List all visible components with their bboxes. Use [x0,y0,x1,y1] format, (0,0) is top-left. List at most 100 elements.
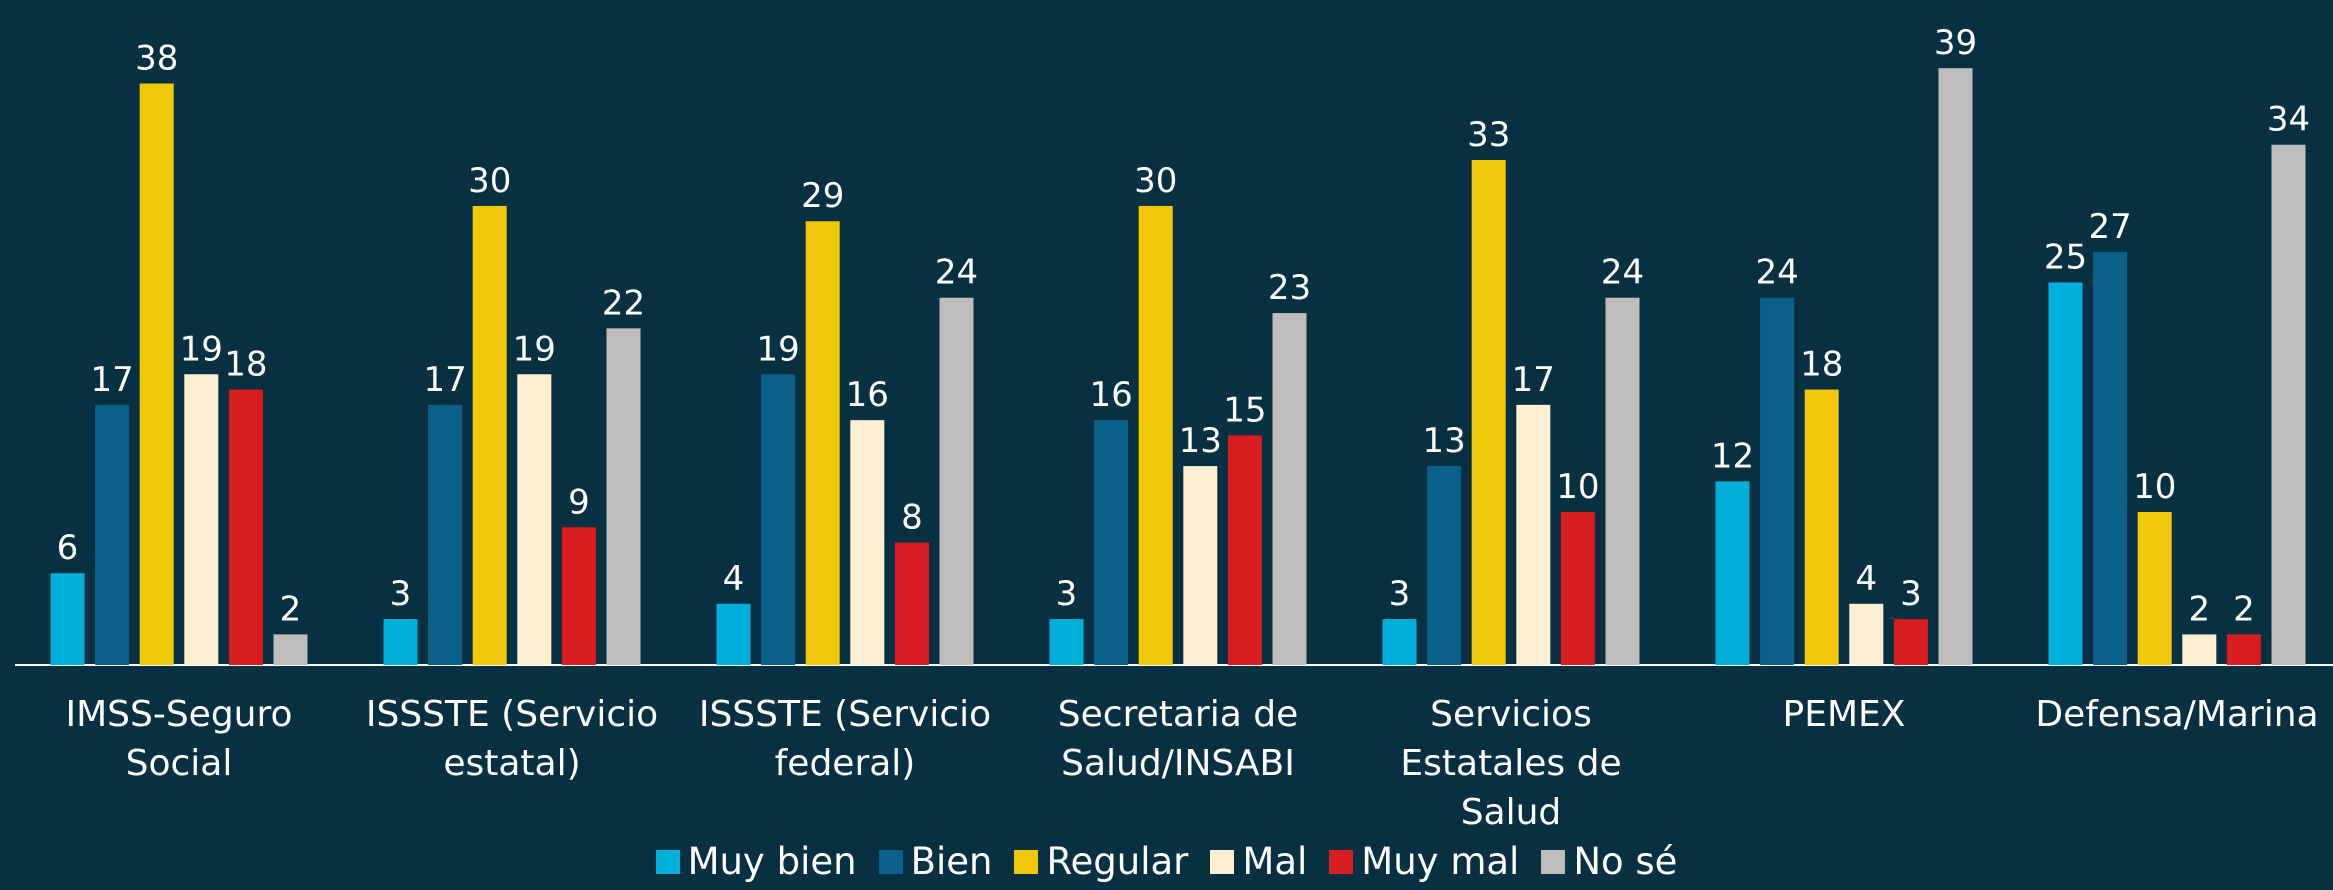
bar [1138,205,1173,665]
value-label: 17 [423,360,466,400]
bar [894,542,929,665]
legend-item: No sé [1541,840,1677,883]
legend-label: Bien [910,840,993,883]
value-label: 4 [1855,559,1877,599]
value-label: 19 [756,329,799,369]
legend-label: Muy bien [687,840,857,883]
bar [939,297,974,665]
bar [2137,511,2172,665]
legend-item: Bien [878,840,993,883]
value-label: 8 [901,498,923,538]
bar [1049,619,1084,665]
value-label: 33 [1467,115,1510,155]
bar [2048,282,2083,665]
value-label: 15 [1223,390,1266,430]
legend-label: Muy mal [1361,840,1520,883]
bar [139,83,174,666]
bar [1804,389,1839,665]
legend-item: Mal [1210,840,1307,883]
legend-label: Regular [1046,840,1189,883]
bar [805,221,840,666]
value-label: 34 [2267,100,2310,140]
bar [383,619,418,665]
bar [2271,144,2306,665]
value-label: 3 [1056,574,1078,614]
bar [1183,466,1218,665]
value-label: 13 [1179,421,1222,461]
value-label: 39 [1934,23,1977,63]
bar [2182,634,2217,665]
bar [1427,466,1462,665]
bar [517,374,552,665]
x-tick-label: ISSSTE (Servicio estatal) [365,694,659,784]
value-label: 18 [224,345,267,385]
legend: Muy bien Bien Regular Mal Muy mal No sé [0,840,2333,883]
x-tick-label: PEMEX [1782,694,1906,735]
bar [184,374,219,665]
value-label: 23 [1268,268,1311,308]
bar [95,404,130,665]
bar [1094,420,1129,665]
x-tick-label: ISSSTE (Servicio federal) [698,694,992,784]
legend-swatch [1014,849,1039,874]
bar [850,420,885,665]
bar [1560,511,1595,665]
value-label: 27 [2088,207,2131,247]
value-label: 19 [180,329,223,369]
legend-swatch [655,849,680,874]
legend-item: Regular [1014,840,1188,883]
bar [1516,404,1551,665]
value-label: 19 [513,329,556,369]
bar [761,374,796,665]
bar [606,328,641,665]
value-label: 3 [1389,574,1411,614]
x-tick-label: Secretaria de Salud/INSABI [1057,694,1299,784]
bar [273,634,308,665]
legend-swatch [878,849,903,874]
bar [1382,619,1417,665]
bar [1715,481,1750,665]
value-label: 13 [1422,421,1465,461]
value-label: 2 [280,589,302,629]
value-label: 16 [846,375,889,415]
value-label: 22 [602,283,645,323]
legend-item: Muy mal [1329,840,1519,883]
bar [1471,160,1506,665]
bar [50,573,85,665]
bar [716,603,751,665]
value-label: 6 [57,528,79,568]
bar [1849,603,1884,665]
legend-swatch [1210,849,1235,874]
legend-label: Mal [1242,840,1308,883]
bar [1605,297,1640,665]
legend-swatch [1541,849,1566,874]
value-label: 9 [568,482,590,522]
bar [1938,68,1973,666]
value-label: 10 [2133,467,2176,507]
value-label: 24 [935,253,978,293]
bar [1272,313,1307,665]
value-label: 25 [2044,237,2087,277]
value-label: 17 [1512,360,1555,400]
value-label: 2 [2233,589,2255,629]
value-label: 29 [801,176,844,216]
bar [561,527,596,665]
bar [472,205,507,665]
bar [228,389,263,665]
value-label: 10 [1556,467,1599,507]
x-tick-label: Defensa/Marina [2035,694,2319,735]
value-label: 17 [90,360,133,400]
bar [1227,435,1262,665]
bar [2093,251,2128,665]
value-label: 3 [1900,574,1922,614]
value-label: 30 [1134,161,1177,201]
legend-swatch [1329,849,1354,874]
value-label: 24 [1755,253,1798,293]
value-label: 30 [468,161,511,201]
value-label: 18 [1800,345,1843,385]
value-label: 12 [1711,436,1754,476]
bar [2226,634,2261,665]
value-label: 38 [135,39,178,79]
